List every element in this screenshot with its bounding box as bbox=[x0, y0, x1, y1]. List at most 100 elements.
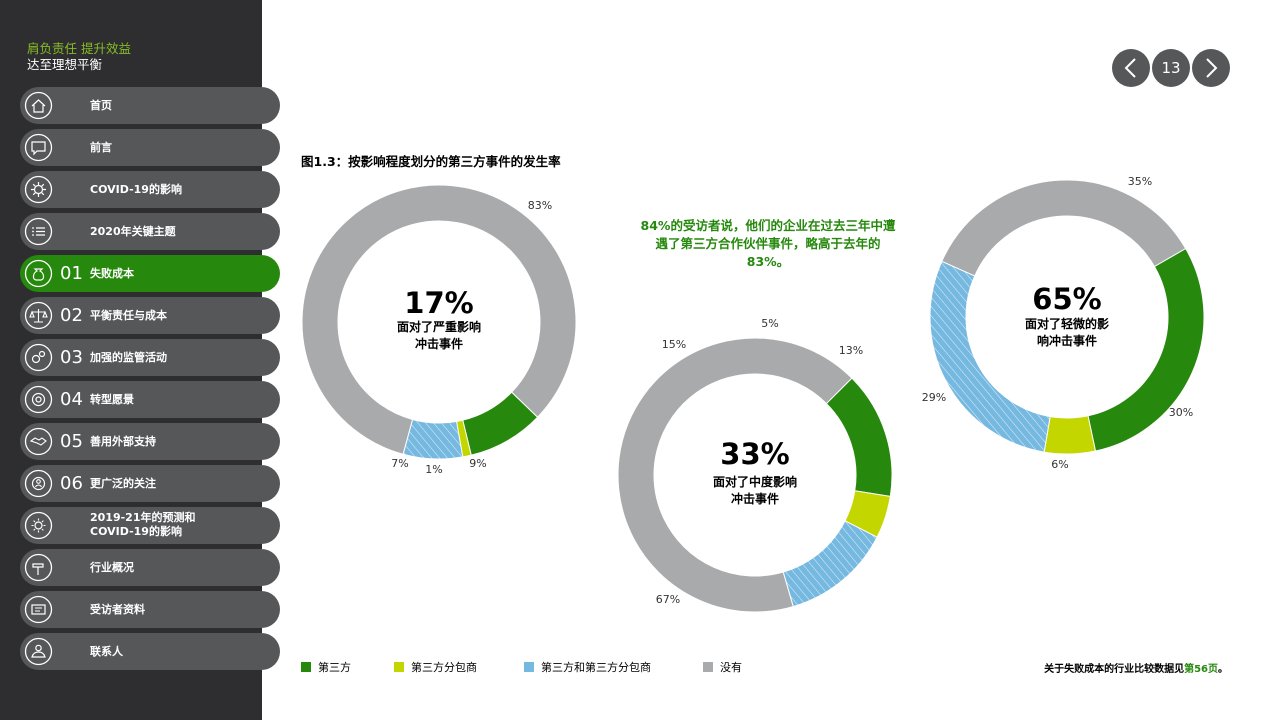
money-bag-icon bbox=[24, 259, 53, 288]
scales-icon bbox=[24, 301, 53, 330]
donut-1-center-label-2: 冲击事件 bbox=[415, 336, 463, 351]
sidebar-item-label: 2020年关键主题 bbox=[90, 225, 176, 238]
donut-2-center-label-2: 冲击事件 bbox=[731, 491, 779, 506]
donut-3-slice-2 bbox=[1043, 415, 1097, 455]
sidebar-item-label: 失败成本 bbox=[90, 267, 134, 280]
hammer-icon bbox=[24, 553, 53, 582]
donut-1-data-label-4: 83% bbox=[528, 199, 552, 212]
people-circle-icon bbox=[24, 469, 53, 498]
sidebar-item-label-line-1: 2019-21年的预测和 bbox=[90, 511, 196, 524]
donut-3-data-label-1: 30% bbox=[1169, 406, 1193, 419]
legend-swatch bbox=[524, 662, 534, 672]
sidebar-item-label: COVID-19的影响 bbox=[90, 183, 182, 196]
virus-icon bbox=[24, 175, 53, 204]
donut-3-slice-4 bbox=[941, 179, 1187, 277]
donut-1-center-value: 17% bbox=[404, 286, 473, 320]
sidebar: 肩负责任 提升效益 达至理想平衡 首页前言 COVID-19的影响 2020年关键主… bbox=[0, 0, 280, 720]
sidebar-item-label: 首页 bbox=[90, 99, 112, 112]
sidebar-item-7[interactable]: 03 加强的监管活动 bbox=[20, 339, 280, 376]
brand-line-2: 达至理想平衡 bbox=[27, 57, 103, 72]
donut-2-data-label-3: 13% bbox=[839, 344, 863, 357]
donut-3-slice-1 bbox=[1087, 247, 1205, 452]
donut-2-data-label-2: 5% bbox=[761, 317, 778, 330]
sidebar-item-label: 行业概况 bbox=[90, 561, 134, 574]
sidebar-item-number: 02 bbox=[60, 305, 83, 326]
footnote: 关于失败成本的行业比较数据见第56页。 bbox=[1044, 660, 1228, 675]
sidebar-item-label: 前言 bbox=[90, 141, 112, 154]
donut-3-data-label-2: 6% bbox=[1051, 458, 1068, 471]
sidebar-item-label: 更广泛的关注 bbox=[90, 477, 156, 490]
sidebar-item-4[interactable]: 2020年关键主题 bbox=[20, 213, 280, 250]
sidebar-item-2[interactable]: 前言 bbox=[20, 129, 280, 166]
chevron-right-icon bbox=[1206, 58, 1218, 78]
legend-label: 第三方 bbox=[318, 661, 351, 674]
donut-2-slice-4 bbox=[617, 337, 853, 613]
footnote-suffix: 。 bbox=[1218, 664, 1228, 675]
sidebar-item-number: 04 bbox=[60, 389, 83, 410]
sidebar-item-label: 受访者资料 bbox=[90, 603, 145, 616]
sidebar-item-number: 03 bbox=[60, 347, 83, 368]
legend-item-3: 第三方和第三方分包商 bbox=[524, 659, 651, 675]
footnote-text: 关于失败成本的行业比较数据见 bbox=[1044, 664, 1185, 675]
brand: 肩负责任 提升效益 达至理想平衡 bbox=[27, 41, 131, 73]
sidebar-item-label: 2019-21年的预测和 COVID-19的影响 bbox=[90, 511, 196, 539]
speech-bubble-icon bbox=[24, 133, 53, 162]
legend-label: 没有 bbox=[720, 661, 742, 674]
sidebar-item-1[interactable]: 首页 bbox=[20, 87, 280, 124]
donut-1-data-label-1: 9% bbox=[469, 457, 486, 470]
donut-2-center-value: 33% bbox=[720, 437, 789, 471]
home-icon bbox=[24, 91, 53, 120]
callout-text: 84%的受访者说，他们的企业在过去三年中遭遇了第三方合作伙伴事件，略高于去年的8… bbox=[640, 218, 896, 269]
donut-3-center-value: 65% bbox=[1032, 282, 1101, 316]
donut-3-data-label-3: 29% bbox=[922, 391, 946, 404]
list-icon bbox=[24, 217, 53, 246]
donut-1-slice-3 bbox=[402, 418, 464, 460]
donut-2-slice-1 bbox=[825, 377, 893, 498]
sun-icon bbox=[24, 511, 53, 540]
sidebar-item-10[interactable]: 06 更广泛的关注 bbox=[20, 465, 280, 502]
legend-item-2: 第三方分包商 bbox=[394, 659, 477, 675]
sidebar-item-number: 06 bbox=[60, 473, 83, 494]
sidebar-item-11[interactable]: 2019-21年的预测和 COVID-19的影响 bbox=[20, 507, 280, 544]
legend-swatch bbox=[703, 662, 713, 672]
sidebar-item-3[interactable]: COVID-19的影响 bbox=[20, 171, 280, 208]
sidebar-item-14[interactable]: 联系人 bbox=[20, 633, 280, 670]
sidebar-item-number: 01 bbox=[60, 263, 83, 284]
sidebar-item-label: 转型愿景 bbox=[90, 393, 134, 406]
sidebar-item-13[interactable]: 受访者资料 bbox=[20, 591, 280, 628]
gears-icon bbox=[24, 343, 53, 372]
handshake-icon bbox=[24, 427, 53, 456]
sidebar-item-12[interactable]: 行业概况 bbox=[20, 549, 280, 586]
donut-3-center-label-2: 响冲击事件 bbox=[1037, 333, 1097, 348]
sidebar-item-9[interactable]: 05 善用外部支持 bbox=[20, 423, 280, 460]
donut-3-data-label-4: 35% bbox=[1128, 175, 1152, 188]
sidebar-item-label: 平衡责任与成本 bbox=[90, 309, 167, 322]
chevron-left-icon bbox=[1124, 58, 1136, 78]
sidebar-item-8[interactable]: 04 转型愿景 bbox=[20, 381, 280, 418]
contact-icon bbox=[24, 637, 53, 666]
donut-1-data-label-3: 7% bbox=[391, 457, 408, 470]
donut-3-center-label-1: 面对了轻微的影 bbox=[1025, 316, 1109, 331]
legend-label: 第三方和第三方分包商 bbox=[541, 661, 651, 674]
donut-2-center-label-1: 面对了中度影响 bbox=[713, 474, 797, 489]
page-number: 13 bbox=[1152, 49, 1190, 87]
donut-2-slice-3 bbox=[782, 520, 878, 608]
sidebar-item-label-line-2: COVID-19的影响 bbox=[90, 525, 182, 538]
sidebar-item-number: 05 bbox=[60, 431, 83, 452]
legend-swatch bbox=[394, 662, 404, 672]
sidebar-item-6[interactable]: 02 平衡责任与成本 bbox=[20, 297, 280, 334]
target-icon bbox=[24, 385, 53, 414]
figure-title: 图1.3：按影响程度划分的第三方事件的发生率 bbox=[301, 154, 561, 169]
sidebar-item-label: 加强的监管活动 bbox=[90, 351, 167, 364]
id-card-icon bbox=[24, 595, 53, 624]
sidebar-item-5[interactable]: 01 失败成本 bbox=[20, 255, 280, 292]
legend-swatch bbox=[301, 662, 311, 672]
prev-page-button[interactable] bbox=[1112, 49, 1150, 87]
donut-1-slice-4 bbox=[301, 184, 577, 455]
legend-item-4: 没有 bbox=[703, 659, 742, 675]
footnote-page-link[interactable]: 第56页 bbox=[1184, 664, 1218, 675]
legend-item-1: 第三方 bbox=[301, 659, 351, 675]
brand-line-1: 肩负责任 提升效益 bbox=[27, 41, 131, 56]
next-page-button[interactable] bbox=[1192, 49, 1230, 87]
